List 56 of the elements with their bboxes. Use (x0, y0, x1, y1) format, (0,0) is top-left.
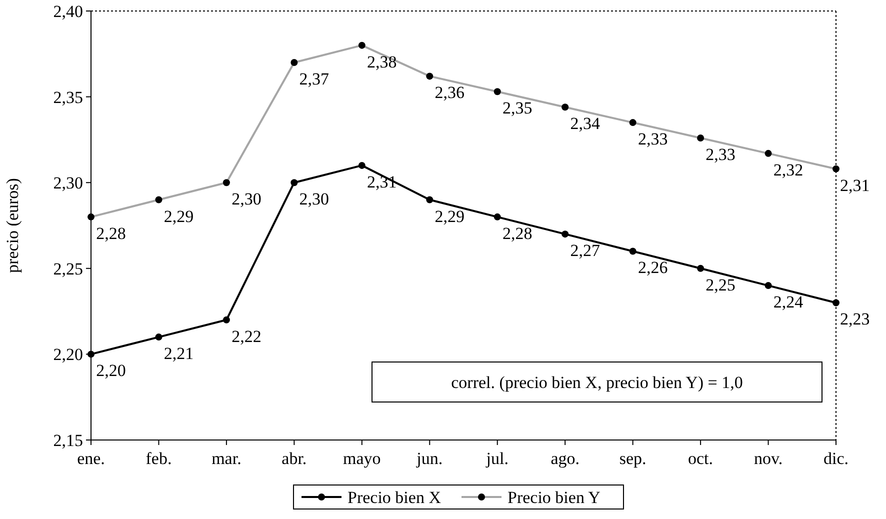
legend-label: Precio bien X (348, 488, 441, 507)
y-tick-label: 2,15 (53, 430, 83, 450)
x-tick-label: jun. (416, 449, 443, 468)
x-tick-label: abr. (282, 449, 307, 468)
y-tick-label: 2,25 (53, 259, 83, 278)
x-tick-label: ago. (550, 449, 580, 468)
data-label: 2,36 (434, 83, 465, 102)
x-tick-label: mar. (212, 449, 242, 468)
data-label: 2,35 (502, 98, 532, 118)
data-label: 2,23 (840, 310, 870, 329)
annotation: correl. (precio bien X, precio bien Y) = 1,0 (451, 372, 743, 392)
data-label: 2,25 (706, 275, 736, 294)
y-tick-label: 2,30 (53, 174, 83, 193)
data-label: 2,33 (706, 144, 736, 164)
data-label: 2,32 (773, 160, 804, 180)
point (764, 282, 772, 290)
x-tick-label: oct. (688, 449, 714, 468)
point (155, 334, 162, 341)
data-label: 2,26 (638, 258, 668, 278)
data-label: 2,29 (164, 206, 194, 226)
data-label: 2,24 (773, 292, 804, 312)
point (290, 179, 298, 186)
y-axis-title: precio (euros) (3, 178, 22, 273)
point (358, 162, 366, 169)
data-label: 2,31 (840, 176, 870, 195)
x-tick-label: mayo (343, 449, 381, 468)
point (222, 316, 230, 324)
data-label: 2,20 (96, 361, 126, 380)
y-tick-label: 2,35 (53, 88, 83, 107)
legend-label: Precio bien Y (508, 488, 600, 507)
data-label: 2,34 (570, 114, 600, 134)
point (562, 230, 569, 238)
x-tick-label: jul. (485, 449, 508, 468)
x-tick-label: feb. (146, 449, 172, 468)
x-tick-label: ene. (77, 449, 105, 468)
point (697, 264, 704, 272)
point (832, 299, 840, 306)
x-tick-label: sep. (619, 449, 646, 468)
x-tick-label: dic. (823, 449, 849, 468)
data-label: 2,27 (570, 241, 600, 260)
x-tick-label: nov. (754, 449, 783, 468)
data-label: 2,28 (502, 224, 532, 243)
point (629, 248, 636, 255)
data-label: 2,33 (638, 130, 668, 149)
data-label: 2,22 (232, 326, 262, 346)
y-tick-label: 2,40 (53, 2, 83, 21)
data-label: 2,37 (299, 69, 330, 88)
data-label: 2,28 (96, 224, 126, 243)
data-label: 2,38 (367, 52, 397, 72)
data-label: 2,21 (164, 344, 194, 364)
data-label: 2,29 (434, 206, 465, 226)
y-tick-label: 2,20 (53, 345, 83, 364)
data-label: 2,30 (299, 190, 330, 209)
point (426, 196, 434, 204)
point (494, 213, 501, 220)
data-label: 2,30 (232, 190, 262, 209)
